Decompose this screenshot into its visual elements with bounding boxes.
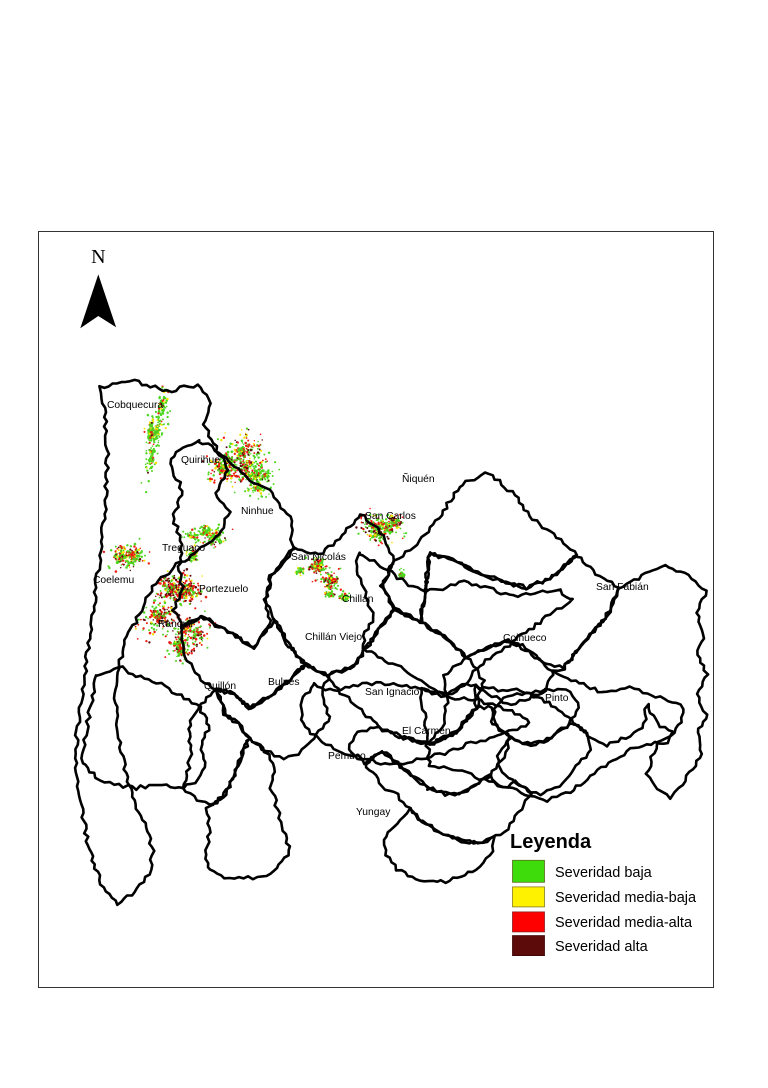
svg-text:Severidad media-alta: Severidad media-alta	[555, 915, 693, 931]
svg-text:Quirihue: Quirihue	[181, 455, 220, 466]
svg-text:El Carmen: El Carmen	[402, 726, 451, 737]
svg-text:Ñiquén: Ñiquén	[402, 472, 435, 485]
svg-text:San Ignacio: San Ignacio	[365, 687, 420, 698]
svg-text:Bulnes: Bulnes	[268, 677, 299, 688]
svg-text:Treguaco: Treguaco	[162, 543, 205, 554]
svg-text:Severidad media-baja: Severidad media-baja	[555, 890, 697, 906]
svg-text:Quillón: Quillón	[204, 681, 236, 692]
svg-text:Severidad baja: Severidad baja	[555, 865, 653, 881]
svg-text:N: N	[91, 246, 105, 268]
svg-text:Coihueco: Coihueco	[503, 633, 547, 644]
svg-text:Ninhue: Ninhue	[241, 506, 274, 517]
svg-text:Portezuelo: Portezuelo	[199, 584, 249, 595]
svg-text:Pemuco: Pemuco	[328, 751, 366, 762]
svg-text:Chillán Viejo: Chillán Viejo	[305, 632, 362, 643]
svg-text:Severidad alta: Severidad alta	[555, 939, 649, 955]
svg-text:San Fabián: San Fabián	[596, 582, 649, 593]
svg-text:San Nicolás: San Nicolás	[291, 552, 346, 563]
svg-text:Ranquil: Ranquil	[158, 619, 193, 630]
svg-text:Coelemu: Coelemu	[93, 575, 134, 586]
svg-text:Cobquecura: Cobquecura	[107, 400, 163, 411]
svg-text:Pinto: Pinto	[545, 693, 569, 704]
svg-text:Yungay: Yungay	[356, 807, 391, 818]
svg-text:San Carlos: San Carlos	[365, 511, 416, 522]
svg-text:Chillán: Chillán	[342, 594, 374, 605]
svg-text:Leyenda: Leyenda	[510, 831, 592, 853]
